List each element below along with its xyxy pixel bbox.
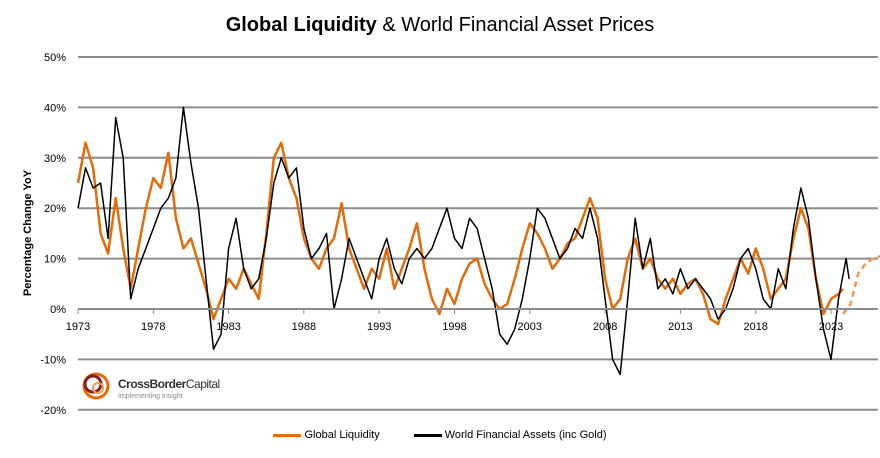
legend: Global Liquidity World Financial Assets … — [0, 429, 880, 441]
legend-item-world-financial-assets: World Financial Assets (inc Gold) — [413, 429, 607, 441]
legend-item-global-liquidity: Global Liquidity — [273, 429, 380, 441]
logo-name: CrossBorderCapital — [118, 377, 220, 391]
x-tick-label: 1978 — [141, 321, 165, 333]
legend-label: Global Liquidity — [304, 429, 380, 441]
series-line-world-financial-assets-inc-gold — [77, 106, 850, 376]
x-tick-label: 2013 — [668, 321, 692, 333]
title-bold: Global Liquidity — [225, 14, 377, 36]
x-tick-label: 1998 — [442, 321, 466, 333]
crossborder-logo: CrossBorderCapital Implementing Insight — [82, 372, 220, 400]
y-tick-label: 40% — [44, 102, 66, 114]
chart-title: Global Liquidity & World Financial Asset… — [0, 14, 880, 37]
logo-ring — [92, 382, 104, 394]
title-rest: & World Financial Asset Prices — [376, 14, 655, 36]
series-line-global-liquidity-forecast — [842, 255, 880, 315]
y-tick-label: 50% — [44, 52, 66, 64]
y-tick-label: -10% — [40, 354, 66, 366]
y-tick-label: 20% — [44, 203, 66, 215]
y-axis-label: Percentage Change YoY — [22, 169, 34, 296]
x-tick-label: 1993 — [367, 321, 391, 333]
y-tick-label: 10% — [44, 254, 66, 266]
legend-swatch — [413, 433, 442, 437]
x-tick-label: 2008 — [593, 321, 617, 333]
y-tick-label: 0% — [50, 304, 66, 316]
x-tick-label: 2023 — [819, 321, 843, 333]
x-tick-label: 1988 — [292, 321, 316, 333]
legend-swatch — [273, 433, 302, 437]
x-tick-label: 2003 — [518, 321, 542, 333]
x-tick-label: 1973 — [66, 321, 90, 333]
series-line-global-liquidity — [76, 141, 844, 326]
x-tick-label: 1983 — [216, 321, 240, 333]
x-tick-label: 2018 — [743, 321, 767, 333]
legend-label: World Financial Assets (inc Gold) — [444, 429, 607, 441]
y-tick-label: 30% — [44, 153, 66, 165]
y-tick-label: -20% — [40, 405, 66, 417]
logo-tagline: Implementing Insight — [118, 393, 183, 400]
